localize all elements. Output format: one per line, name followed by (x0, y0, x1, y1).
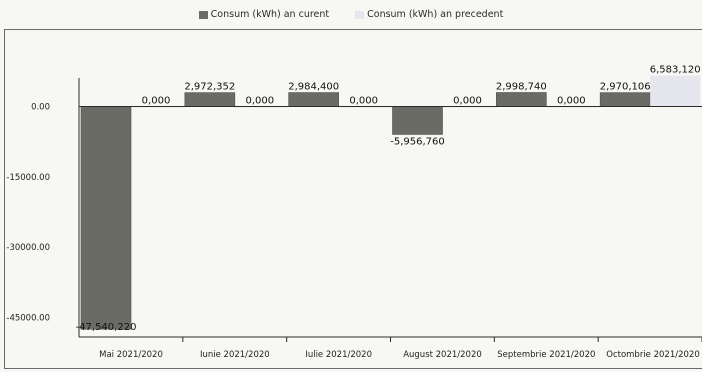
y-tick-label: -30000.00 (6, 243, 50, 253)
data-label-previous-5: 6,583,120 (650, 65, 701, 76)
legend-swatch-current (198, 10, 208, 19)
data-label-previous-3: 0,000 (453, 96, 482, 107)
legend-label-current: Consum (kWh) an curent (210, 9, 330, 20)
data-label-current-1: 2,972,352 (184, 82, 235, 93)
data-label-previous-0: 0,000 (142, 96, 171, 107)
y-tick-label: -15000.00 (6, 173, 50, 183)
x-tick-label: Septembrie 2021/2020 (497, 350, 595, 360)
data-label-current-4: 2,998,740 (496, 82, 547, 93)
x-tick-label: Mai 2021/2020 (99, 350, 163, 360)
data-label-current-5: 2,970,106 (600, 82, 651, 93)
y-tick-label: 0.00 (31, 103, 50, 113)
bar-current-4 (496, 92, 547, 107)
x-tick-label: Iunie 2021/2020 (200, 350, 270, 360)
chart-legend: Consum (kWh) an curent Consum (kWh) an p… (0, 9, 702, 20)
legend-item-current: Consum (kWh) an curent (198, 9, 330, 20)
x-tick-label: Octombrie 2021/2020 (606, 350, 700, 360)
data-label-current-0: -47,540,220 (76, 322, 137, 333)
bar-current-0 (80, 106, 132, 330)
y-tick-label: -45000.00 (6, 313, 50, 323)
data-label-current-2: 2,984,400 (288, 82, 339, 93)
bar-current-5 (599, 92, 651, 107)
legend-swatch-previous (355, 10, 365, 19)
legend-item-previous: Consum (kWh) an precedent (355, 9, 503, 20)
data-label-current-3: -5,956,760 (390, 136, 445, 147)
data-label-previous-4: 0,000 (557, 96, 586, 107)
bar-current-2 (288, 92, 339, 107)
bar-current-3 (392, 106, 443, 135)
legend-label-previous: Consum (kWh) an precedent (367, 9, 504, 20)
bar-current-1 (184, 92, 236, 107)
bar-previous-5 (650, 75, 701, 107)
data-label-previous-2: 0,000 (349, 96, 378, 107)
x-tick-label: Iulie 2021/2020 (305, 350, 372, 360)
data-label-previous-1: 0,000 (246, 96, 275, 107)
x-tick-label: August 2021/2020 (403, 350, 482, 360)
chart-frame (4, 29, 702, 369)
